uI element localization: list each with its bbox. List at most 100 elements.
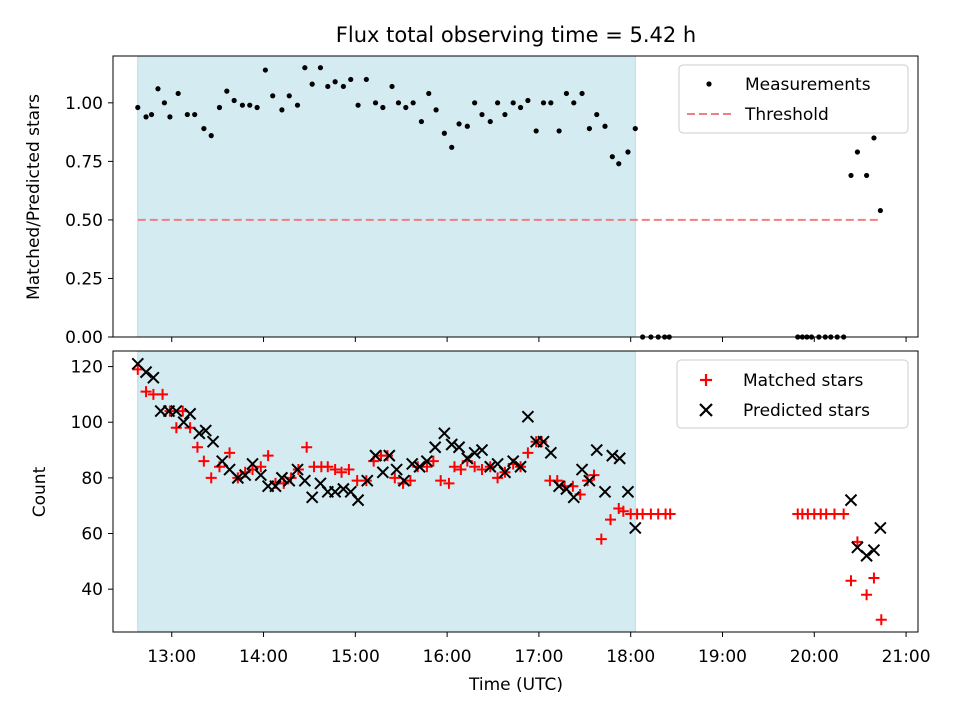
- predicted-star-point: [305, 491, 319, 504]
- measurement-point: [309, 81, 315, 87]
- measurement-point: [208, 133, 214, 139]
- measurement-point: [167, 114, 173, 120]
- predicted-star-point: [139, 365, 153, 379]
- predicted-star-point: [337, 482, 350, 496]
- matched-star-point: [184, 422, 196, 434]
- measurement-point: [372, 100, 379, 106]
- measurement-point: [502, 111, 508, 118]
- predicted-star-point: [413, 460, 426, 473]
- measurement-point: [175, 90, 181, 97]
- matched-star-point: [522, 447, 534, 459]
- predicted-star-point: [468, 446, 481, 460]
- predicted-star-point: [420, 454, 434, 468]
- predicted-star-point: [867, 543, 881, 557]
- measurement-point: [410, 100, 416, 106]
- top-y-axis-label: Matched/Predicted stars: [24, 94, 44, 300]
- matched-star-point: [868, 572, 880, 584]
- matched-star-point: [381, 450, 393, 462]
- measurement-point: [201, 125, 207, 132]
- legend-predicted-label: Predicted stars: [743, 401, 870, 421]
- measurement-point: [433, 107, 439, 113]
- measurement-point: [143, 114, 149, 120]
- bottom-y-axis-label: Count: [30, 466, 50, 517]
- measurement-point: [441, 130, 447, 136]
- x-tick-label: 14:00: [239, 647, 288, 667]
- legend-measurements-label: Measurements: [745, 75, 871, 95]
- measurement-point: [533, 128, 539, 134]
- measurement-point: [449, 144, 455, 150]
- legend-matched-label: Matched stars: [743, 371, 863, 391]
- bottom-y-tick-label: 120: [71, 358, 103, 378]
- matched-star-point: [322, 461, 334, 473]
- measurement-point: [616, 161, 622, 167]
- matched-star-point: [147, 388, 159, 400]
- matched-star-point: [476, 464, 488, 476]
- predicted-star-point: [567, 491, 580, 504]
- measurement-point: [464, 123, 470, 129]
- measurement-point: [184, 111, 190, 118]
- predicted-star-point: [544, 446, 558, 460]
- matched-star-point: [262, 450, 274, 462]
- matched-star-point: [301, 441, 313, 453]
- measurement-point: [487, 118, 493, 125]
- predicted-star-point: [629, 521, 642, 535]
- predicted-star-point: [246, 457, 259, 471]
- x-tick-label: 13:00: [147, 647, 196, 667]
- measurement-point: [355, 102, 361, 108]
- matched-star-point: [838, 508, 850, 520]
- predicted-star-point: [583, 474, 596, 487]
- predicted-star-point: [269, 480, 282, 493]
- predicted-star-point: [498, 466, 512, 479]
- x-tick-label: 21:00: [882, 647, 931, 667]
- measurement-point: [332, 79, 338, 85]
- measurement-point: [395, 100, 402, 106]
- matched-star-point: [336, 466, 348, 478]
- predicted-star-point: [514, 460, 527, 473]
- top-y-ticks: 0.00 0.25 0.50 0.75 1.00: [65, 94, 113, 348]
- matched-star-point: [455, 464, 467, 476]
- x-tick-label: 20:00: [790, 647, 839, 667]
- top-y-tick-label: 0.50: [65, 211, 103, 231]
- top-y-tick-label: 1.00: [65, 94, 103, 114]
- predicted-star-point: [275, 471, 289, 485]
- top-plot-frame: [112, 55, 919, 338]
- predicted-star-point: [291, 463, 304, 476]
- matched-star-point: [469, 461, 481, 473]
- matched-star-point: [443, 477, 455, 489]
- measurement-point: [239, 102, 246, 108]
- measurement-point: [231, 97, 237, 104]
- measurement-point: [540, 100, 547, 106]
- predicted-star-point: [183, 407, 197, 421]
- matched-star-point: [582, 475, 594, 487]
- matched-star-point: [343, 464, 355, 476]
- matched-star-point: [492, 472, 504, 484]
- predicted-star-point: [606, 449, 619, 462]
- measurement-point: [510, 100, 516, 106]
- predicted-star-point: [621, 485, 635, 498]
- matched-star-point: [427, 455, 439, 467]
- matched-star-point: [389, 472, 401, 484]
- matched-star-point: [421, 461, 433, 473]
- measurement-point: [325, 83, 331, 90]
- matched-star-point: [205, 472, 217, 484]
- measurement-point: [495, 100, 501, 106]
- predicted-star-points: [131, 357, 887, 562]
- measurement-point: [479, 111, 485, 118]
- matched-star-point: [435, 475, 447, 487]
- predicted-star-point: [844, 493, 858, 507]
- predicted-star-point: [475, 443, 489, 457]
- measurement-point: [594, 111, 600, 118]
- predicted-star-point: [206, 435, 220, 448]
- top-legend-box: [678, 64, 909, 134]
- bottom-panel: 40 60 80 100 120 13:00 14:00 15:00 16:00 17:00 18…: [30, 350, 931, 695]
- measurement-point: [286, 93, 292, 99]
- measurement-point: [247, 102, 253, 108]
- top-y-tick-label: 0.25: [65, 269, 103, 289]
- bottom-y-ticks: 40 60 80 100 120: [71, 358, 113, 600]
- x-axis-label: Time (UTC): [468, 675, 563, 695]
- top-panel: 0.00 0.25 0.50 0.75 1.00 Matched/Predicted s…: [24, 55, 919, 348]
- measurement-point: [632, 125, 638, 132]
- matched-star-point: [845, 575, 857, 587]
- matched-star-point: [605, 514, 617, 526]
